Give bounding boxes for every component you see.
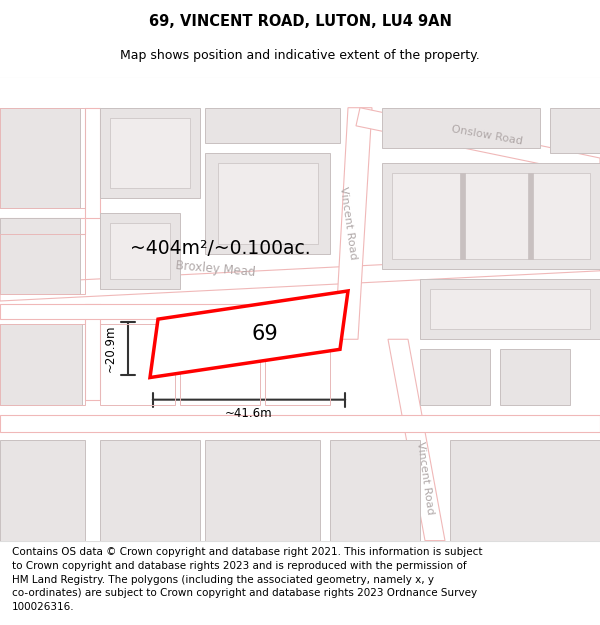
Polygon shape [388,339,445,541]
Polygon shape [205,440,320,541]
Polygon shape [0,440,85,541]
Polygon shape [0,219,85,234]
Polygon shape [205,107,340,143]
Polygon shape [430,289,590,329]
Polygon shape [0,415,600,432]
Polygon shape [528,173,533,259]
Polygon shape [450,440,600,541]
Polygon shape [0,107,80,208]
Polygon shape [335,107,372,339]
Text: 69, VINCENT ROAD, LUTON, LU4 9AN: 69, VINCENT ROAD, LUTON, LU4 9AN [149,14,451,29]
Text: Onslow Road: Onslow Road [451,124,523,146]
Polygon shape [420,349,490,405]
Text: ~404m²/~0.100ac.: ~404m²/~0.100ac. [130,239,310,258]
Polygon shape [100,107,200,198]
Polygon shape [382,163,600,269]
Polygon shape [85,107,100,219]
Polygon shape [460,173,465,259]
Polygon shape [110,224,170,279]
Polygon shape [205,153,330,254]
Text: Contains OS data © Crown copyright and database right 2021. This information is : Contains OS data © Crown copyright and d… [12,548,482,612]
Text: ~41.6m: ~41.6m [225,408,273,420]
Polygon shape [356,107,600,176]
Polygon shape [0,254,600,301]
Polygon shape [150,291,348,378]
Text: Broxley Mead: Broxley Mead [175,259,256,279]
Polygon shape [0,324,82,405]
Text: 69: 69 [251,324,278,344]
Polygon shape [100,440,200,541]
Polygon shape [392,173,590,259]
Text: Vincent Road: Vincent Road [338,186,358,261]
Text: Map shows position and indicative extent of the property.: Map shows position and indicative extent… [120,49,480,62]
Polygon shape [382,107,540,148]
Text: ~20.9m: ~20.9m [104,324,116,372]
Text: Vincent Road: Vincent Road [415,441,435,516]
Polygon shape [330,440,420,541]
Polygon shape [420,279,600,339]
Polygon shape [500,349,570,405]
Polygon shape [100,213,180,289]
Polygon shape [550,107,600,153]
Polygon shape [0,304,335,319]
Polygon shape [110,118,190,188]
Polygon shape [218,163,318,244]
Polygon shape [0,219,80,294]
Polygon shape [85,304,100,399]
